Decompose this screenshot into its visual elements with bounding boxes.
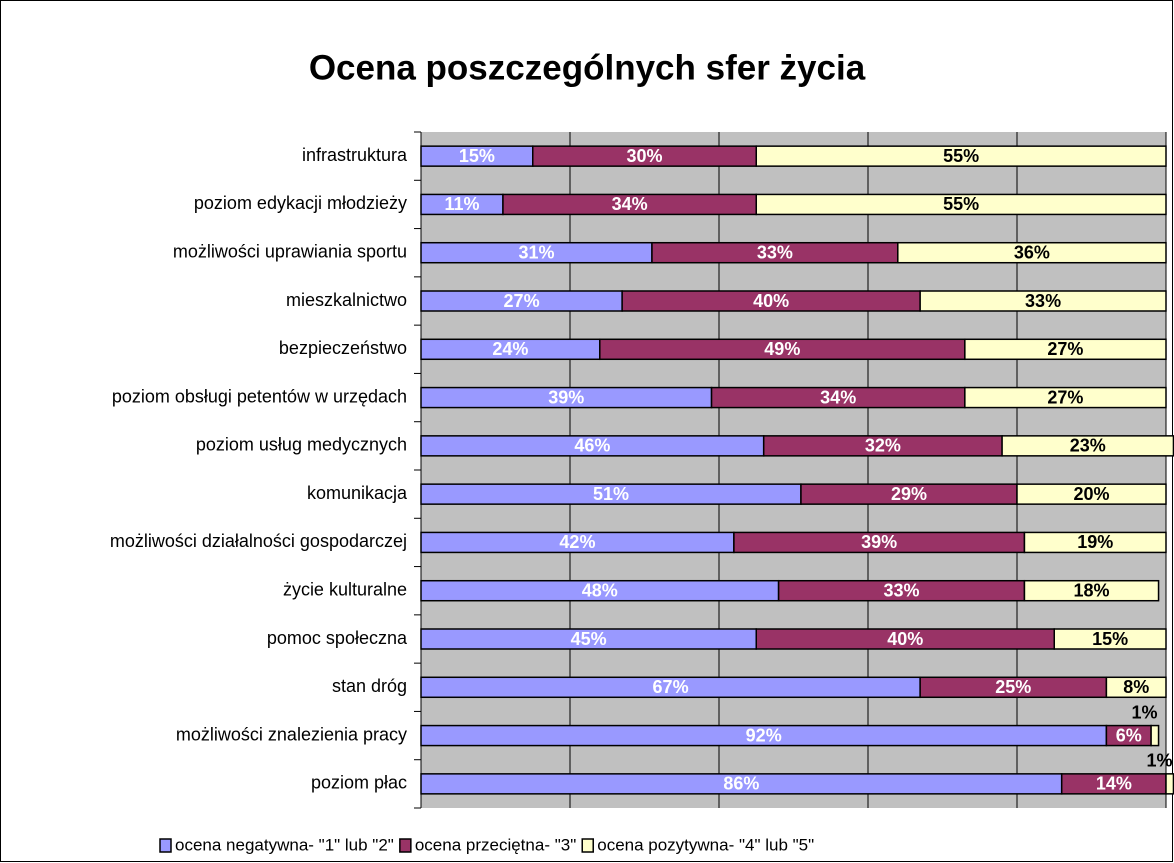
data-label: 19% (1077, 532, 1113, 552)
y-tick-label: mieszkalnictwo (286, 290, 407, 310)
y-tick-label: poziom obsługi petentów w urzędach (112, 386, 407, 406)
data-label: 40% (753, 291, 789, 311)
bar-segment (1165, 773, 1174, 795)
bar-segment (755, 145, 1167, 167)
y-tick-label: poziom płac (311, 773, 407, 793)
bar-segment (897, 241, 1167, 264)
legend-swatch (159, 838, 172, 853)
data-label: 67% (653, 677, 689, 697)
data-label: 23% (1070, 436, 1106, 456)
data-label: 27% (504, 291, 540, 311)
y-tick-label: poziom edykacji młodzieży (194, 193, 407, 213)
data-label: 55% (943, 194, 979, 214)
data-label: 31% (518, 242, 554, 262)
y-tick-label: stan dróg (332, 676, 407, 696)
data-label: 15% (1092, 629, 1128, 649)
bar-segment (919, 290, 1167, 312)
data-label: 40% (887, 629, 923, 649)
data-label: 51% (593, 484, 629, 504)
y-tick-label: poziom usług medycznych (196, 435, 407, 455)
data-label: 33% (884, 580, 920, 600)
data-label: 18% (1073, 580, 1109, 600)
legend-swatch (399, 838, 412, 853)
data-label: 30% (626, 146, 662, 166)
data-label: 33% (1025, 291, 1061, 311)
y-tick-label: bezpieczeństwo (279, 338, 407, 358)
data-label: 92% (746, 725, 782, 745)
bar-segment (1053, 628, 1167, 650)
data-label: 32% (865, 436, 901, 456)
data-label: 1% (1146, 751, 1172, 771)
data-label: 34% (820, 387, 856, 407)
data-label: 55% (943, 146, 979, 166)
data-label: 25% (995, 677, 1031, 697)
legend-label: ocena negatywna- "1" lub "2" (175, 835, 394, 854)
plot-area (421, 132, 1166, 808)
bar-segment (1023, 531, 1167, 554)
y-tick-label: komunikacja (307, 483, 408, 503)
y-tick-label: życie kulturalne (283, 579, 407, 599)
data-label: 48% (582, 580, 618, 600)
bar-segment (755, 193, 1167, 216)
data-label: 34% (612, 194, 648, 214)
y-tick-label: możliwości działalności gospodarczej (110, 531, 407, 551)
data-label: 20% (1073, 484, 1109, 504)
data-label: 1% (1132, 702, 1158, 722)
data-label: 27% (1047, 387, 1083, 407)
data-label: 39% (861, 532, 897, 552)
data-label: 42% (559, 532, 595, 552)
legend-swatch (581, 838, 594, 853)
bar-segment (964, 338, 1167, 361)
data-label: 33% (757, 242, 793, 262)
bar-segment (964, 386, 1167, 409)
bar-segment (1001, 435, 1174, 457)
bar-segment (1105, 676, 1167, 699)
data-label: 46% (574, 436, 610, 456)
y-tick-label: możliwości uprawiania sportu (173, 241, 407, 261)
data-label: 14% (1096, 774, 1132, 794)
data-label: 45% (571, 629, 607, 649)
bar-segment (1016, 483, 1167, 505)
chart-title: Ocena poszczególnych sfer życia (309, 48, 866, 87)
data-label: 6% (1116, 725, 1142, 745)
data-label: 36% (1014, 242, 1050, 262)
bar-segment (1150, 724, 1160, 747)
y-tick-label: pomoc społeczna (267, 628, 408, 648)
y-tick-label: infrastruktura (302, 145, 408, 165)
data-label: 39% (548, 387, 584, 407)
data-label: 15% (459, 146, 495, 166)
data-label: 8% (1123, 677, 1149, 697)
data-label: 24% (492, 339, 528, 359)
legend-label: ocena przeciętna- "3" (415, 835, 576, 854)
y-tick-label: możliwości znalezienia pracy (176, 724, 407, 744)
legend-label: ocena pozytywna- "4" lub "5" (597, 835, 814, 854)
data-label: 86% (723, 774, 759, 794)
data-label: 11% (444, 194, 479, 214)
data-label: 27% (1047, 339, 1083, 359)
data-label: 29% (891, 484, 927, 504)
data-label: 49% (764, 339, 800, 359)
bar-segment (1023, 579, 1160, 602)
